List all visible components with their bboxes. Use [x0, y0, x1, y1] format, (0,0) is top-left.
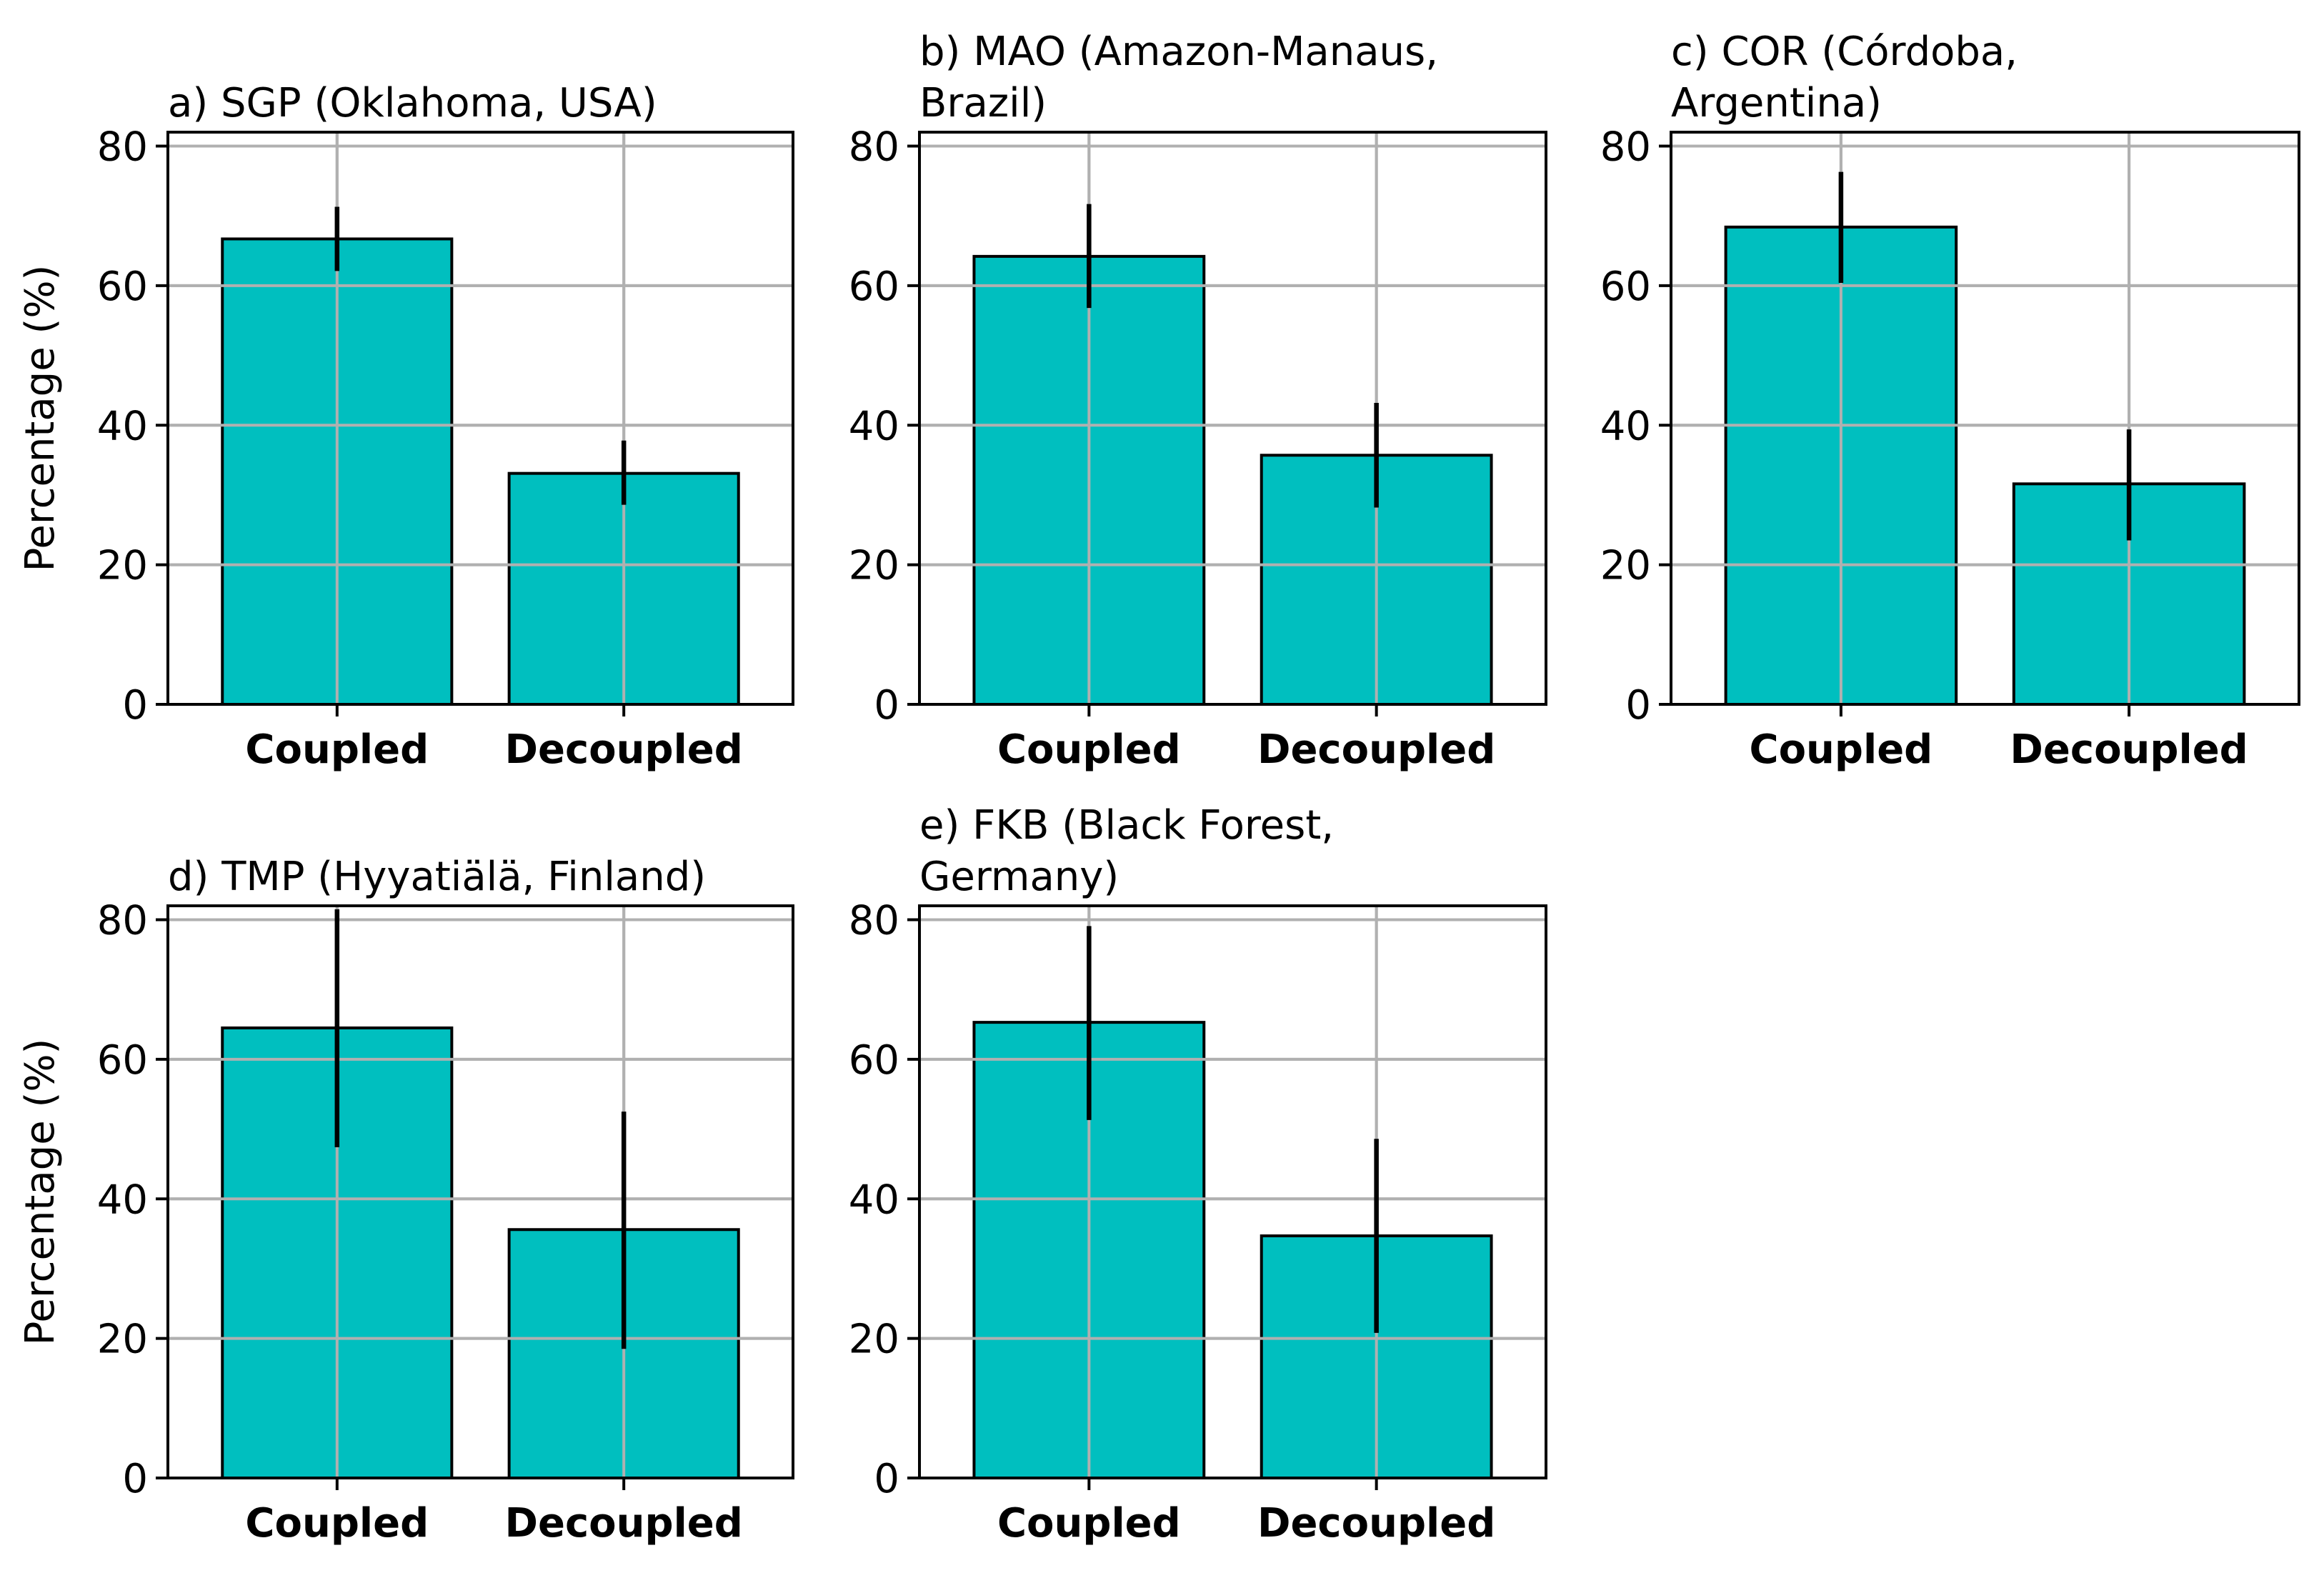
- y-axis-label: Percentage (%): [17, 1039, 64, 1346]
- y-tick-label: 40: [97, 1177, 148, 1223]
- y-tick-label: 20: [97, 543, 148, 589]
- y-tick-label: 80: [849, 898, 899, 944]
- y-tick-label: 80: [97, 124, 148, 171]
- x-category-label: Coupled: [245, 1500, 429, 1547]
- y-tick-label: 40: [1600, 403, 1651, 449]
- x-category-label: Decoupled: [1257, 1500, 1495, 1547]
- y-tick-label: 60: [97, 1037, 148, 1084]
- axes-frame: [918, 904, 1547, 1479]
- x-category-label: Decoupled: [505, 1500, 743, 1547]
- y-axis-label: Percentage (%): [17, 265, 64, 572]
- x-category-label: Coupled: [1749, 726, 1932, 773]
- panel-title: Brazil): [919, 80, 1047, 126]
- y-tick-label: 20: [1600, 543, 1651, 589]
- y-tick-label: 0: [874, 1456, 899, 1502]
- y-tick-label: 60: [97, 264, 148, 310]
- y-tick-label: 60: [1600, 264, 1651, 310]
- y-tick-label: 40: [849, 1177, 899, 1223]
- y-tick-label: 0: [1625, 682, 1651, 729]
- panel-e: 0 20 40 60 80 Coupled Decoupled e) FKB (Black F…: [849, 802, 1547, 1547]
- panel-title: e) FKB (Black Forest,: [919, 802, 1334, 849]
- y-tick-label: 80: [849, 124, 899, 171]
- y-tick-label: 0: [874, 682, 899, 729]
- axes-frame: [918, 131, 1547, 706]
- y-tick-label: 60: [849, 264, 899, 310]
- axes-frame: [166, 904, 794, 1479]
- x-category-label: Decoupled: [505, 726, 743, 773]
- x-category-label: Decoupled: [1257, 726, 1495, 773]
- x-category-label: Coupled: [997, 726, 1181, 773]
- y-tick-label: 20: [97, 1317, 148, 1363]
- panel-title: a) SGP (Oklahoma, USA): [168, 80, 657, 126]
- panel-title: c) COR (Córdoba,: [1671, 29, 2018, 75]
- y-tick-label: 20: [849, 1317, 899, 1363]
- y-tick-label: 80: [1600, 124, 1651, 171]
- y-tick-label: 80: [97, 898, 148, 944]
- y-tick-label: 0: [122, 682, 148, 729]
- x-category-label: Coupled: [245, 726, 429, 773]
- panel-title: d) TMP (Hyyatiälä, Finland): [168, 854, 706, 900]
- y-tick-label: 20: [849, 543, 899, 589]
- y-tick-label: 0: [122, 1456, 148, 1502]
- panel-title: Argentina): [1671, 80, 1882, 126]
- panel-d: 0 20 40 60 80 Coupled Decoupled d) TMP (Hyyatiä…: [17, 854, 794, 1547]
- panel-title: b) MAO (Amazon-Manaus,: [919, 29, 1438, 75]
- panel-b: 0 20 40 60 80 Coupled Decoupled b) MAO (Amazon-…: [849, 29, 1547, 773]
- y-tick-label: 60: [849, 1037, 899, 1084]
- x-category-label: Coupled: [997, 1500, 1181, 1547]
- axes-frame: [1670, 131, 2300, 706]
- x-category-label: Decoupled: [2010, 726, 2248, 773]
- axes-frame: [166, 131, 794, 706]
- panel-c: 0 20 40 60 80 Coupled Decoupled c) COR (Córdoba…: [1600, 29, 2300, 773]
- panel-a: 0 20 40 60 80 Coupled Decoupled a) SGP (Oklahom…: [17, 80, 794, 773]
- y-tick-label: 40: [97, 403, 148, 449]
- y-tick-label: 40: [849, 403, 899, 449]
- panel-title: Germany): [919, 854, 1119, 900]
